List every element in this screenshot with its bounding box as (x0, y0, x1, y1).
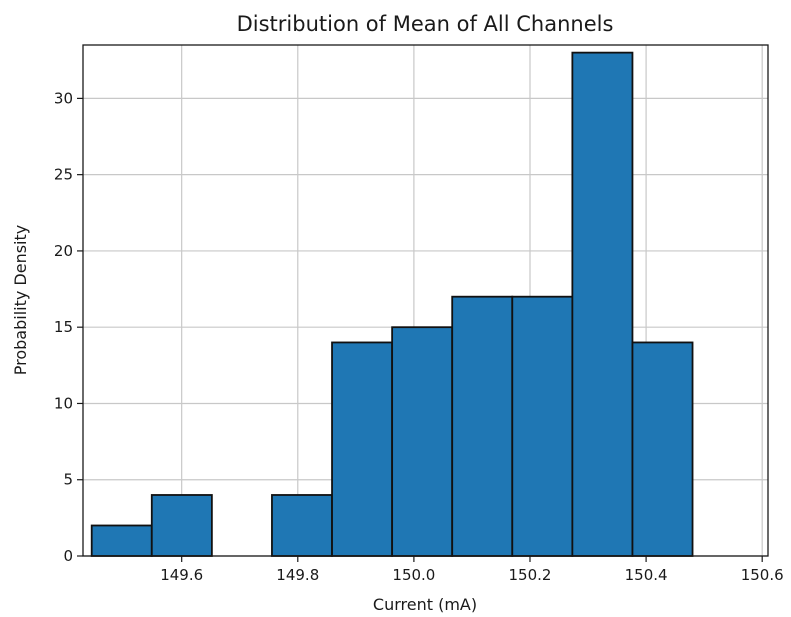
y-axis-label: Probability Density (11, 225, 30, 376)
x-tick-label: 150.0 (392, 566, 435, 584)
histogram-bars (90, 51, 694, 557)
histogram-bar (391, 326, 454, 557)
chart-title: Distribution of Mean of All Channels (237, 12, 614, 36)
histogram-bar (511, 295, 574, 557)
histogram-bar (631, 341, 694, 557)
y-tick-label: 0 (63, 547, 73, 565)
x-tick-label: 150.4 (625, 566, 668, 584)
histogram-bar (331, 341, 394, 557)
y-tick-label: 30 (54, 89, 73, 107)
plot-frame (82, 44, 769, 557)
x-axis-label: Current (mA) (373, 595, 477, 614)
histogram-bar (90, 524, 153, 557)
x-tick-label: 150.2 (509, 566, 552, 584)
histogram-bar (451, 295, 514, 557)
y-tick-label: 15 (54, 318, 73, 336)
x-tick-label: 149.6 (160, 566, 203, 584)
histogram-bar (150, 494, 213, 557)
axis-ticks: 149.6 149.8 150.0 150.2 150.4 150.6 0 5 10 15 20 25… (54, 89, 784, 584)
y-tick-label: 5 (63, 471, 73, 489)
y-tick-label: 25 (54, 166, 73, 184)
y-tick-label: 20 (54, 242, 73, 260)
y-tick-label: 10 (54, 394, 73, 412)
x-tick-label: 150.6 (741, 566, 784, 584)
x-tick-label: 149.8 (276, 566, 319, 584)
histogram-bar (571, 51, 634, 557)
histogram-bar (271, 494, 333, 557)
grid-lines (83, 45, 768, 557)
